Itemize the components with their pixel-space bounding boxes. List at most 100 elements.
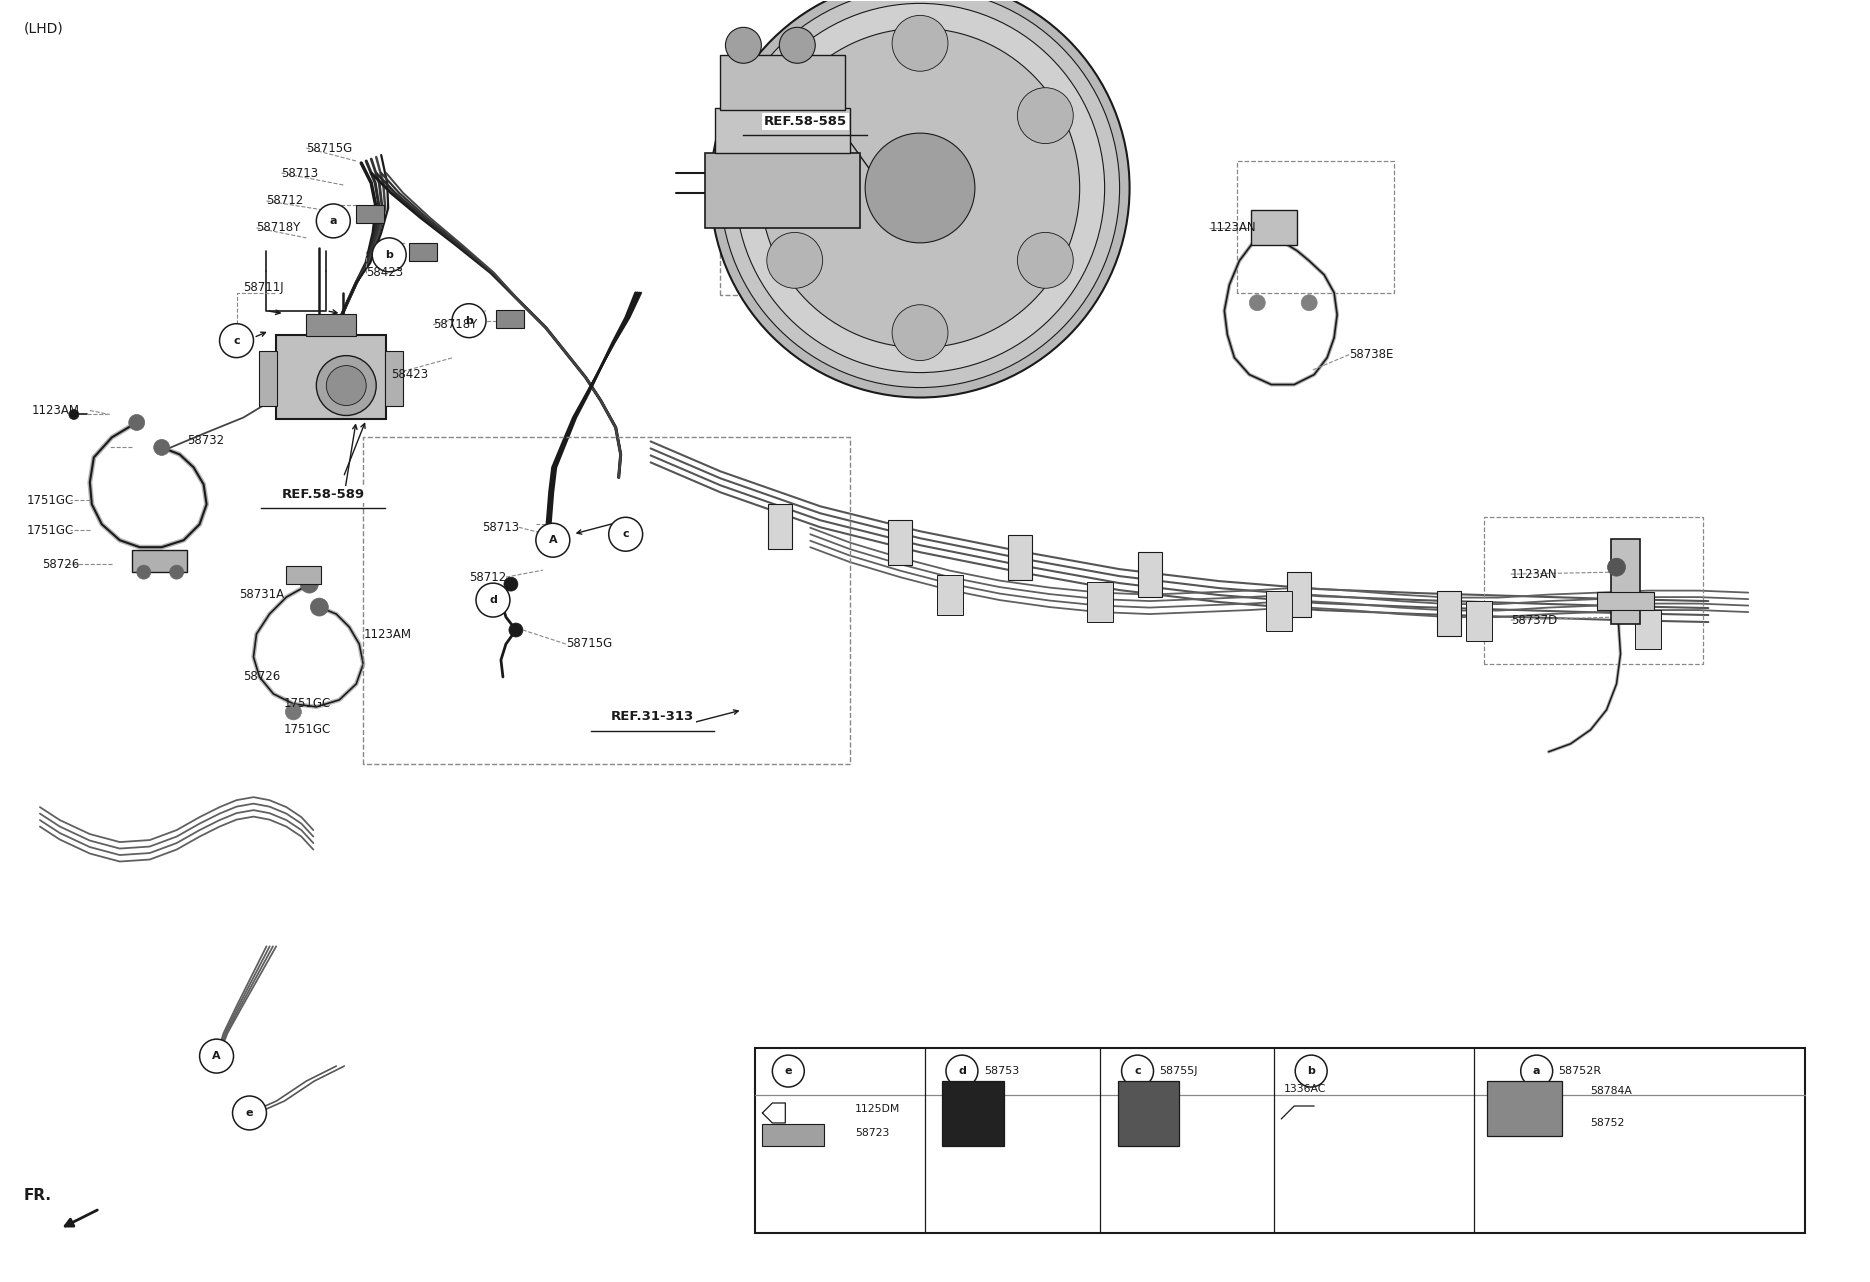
Text: 1123AM: 1123AM [363,627,411,641]
Circle shape [372,238,406,272]
Text: a: a [1533,1067,1541,1076]
Circle shape [780,27,815,63]
Text: 58731A: 58731A [239,587,284,600]
Bar [1610,540,1640,624]
Circle shape [503,577,518,591]
Circle shape [767,87,823,144]
Text: (LHD): (LHD) [24,22,64,36]
Circle shape [726,27,761,63]
Bar [131,550,187,572]
Bar [705,153,860,228]
Circle shape [327,365,367,405]
Text: 58723: 58723 [855,1128,890,1138]
Bar [260,351,277,405]
Text: a: a [329,215,337,226]
Circle shape [137,565,151,579]
Circle shape [1017,232,1073,288]
Circle shape [1017,87,1073,144]
Text: 58726: 58726 [243,670,280,683]
Text: FR.: FR. [24,1188,52,1204]
Text: 58423: 58423 [367,267,404,279]
Circle shape [301,576,318,594]
Circle shape [557,535,568,546]
Circle shape [316,204,350,238]
Bar [1266,591,1292,631]
Text: A: A [213,1051,221,1061]
Bar [937,574,963,614]
Text: c: c [234,336,239,346]
Circle shape [1296,1055,1328,1087]
Text: REF.58-589: REF.58-589 [282,488,365,501]
Circle shape [735,4,1105,373]
Circle shape [1264,218,1285,238]
Circle shape [1122,1055,1154,1087]
Bar [1466,601,1492,641]
Text: 1751GC: 1751GC [26,494,75,506]
Text: 58711J: 58711J [243,281,284,295]
Bar [769,504,793,549]
Circle shape [1302,295,1316,310]
Bar [1436,591,1460,636]
Text: 58718Y: 58718Y [434,318,477,331]
Text: 58713: 58713 [280,167,318,179]
Circle shape [892,305,948,360]
Text: 58712: 58712 [469,570,507,583]
Bar [720,55,845,110]
Circle shape [286,704,301,719]
Text: 58738E: 58738E [1348,349,1393,362]
Bar [1636,609,1661,650]
Text: e: e [785,1067,793,1076]
Bar [1287,572,1311,617]
Text: 1751GC: 1751GC [284,697,331,710]
Text: e: e [245,1108,252,1118]
Text: 1123AM: 1123AM [32,404,80,417]
Text: 58715G: 58715G [307,141,353,155]
Circle shape [69,409,79,419]
Text: 58753: 58753 [984,1067,1019,1076]
Text: 58718Y: 58718Y [256,222,301,235]
Circle shape [546,533,559,547]
Bar [1487,1081,1561,1136]
Circle shape [200,1040,234,1073]
Text: b: b [1307,1067,1315,1076]
Circle shape [316,355,376,415]
Bar [755,1049,1805,1233]
Bar [286,567,322,585]
Bar [277,335,387,419]
Text: 58737D: 58737D [1511,614,1558,627]
Circle shape [761,28,1079,347]
Circle shape [892,15,948,72]
Text: 58752R: 58752R [1560,1067,1603,1076]
Text: d: d [490,595,497,605]
Circle shape [720,0,1120,387]
Text: 58755J: 58755J [1159,1067,1199,1076]
Text: 1125DM: 1125DM [855,1104,901,1114]
Text: 1123AN: 1123AN [1511,568,1558,581]
Bar [357,205,383,223]
Circle shape [711,0,1129,397]
Text: 58712: 58712 [266,195,303,208]
Circle shape [537,523,570,558]
Text: c: c [623,529,628,540]
Bar [942,1081,1004,1146]
Circle shape [509,623,524,637]
Bar [1086,582,1113,622]
Circle shape [170,565,183,579]
Bar [496,310,524,328]
Text: b: b [385,250,393,260]
Bar [763,1124,825,1146]
Circle shape [1520,1055,1552,1087]
Text: b: b [466,315,473,326]
Bar [385,351,404,405]
Bar [1137,553,1161,597]
Text: 58784A: 58784A [1591,1086,1633,1096]
Circle shape [232,1096,266,1129]
Text: 58726: 58726 [41,558,79,570]
Circle shape [767,232,823,288]
Text: 58732: 58732 [187,433,224,447]
Circle shape [1608,558,1625,576]
Circle shape [477,583,511,617]
Text: 1336AC: 1336AC [1285,1085,1326,1094]
Text: REF.58-585: REF.58-585 [763,114,847,128]
Text: 1123AN: 1123AN [1210,222,1257,235]
